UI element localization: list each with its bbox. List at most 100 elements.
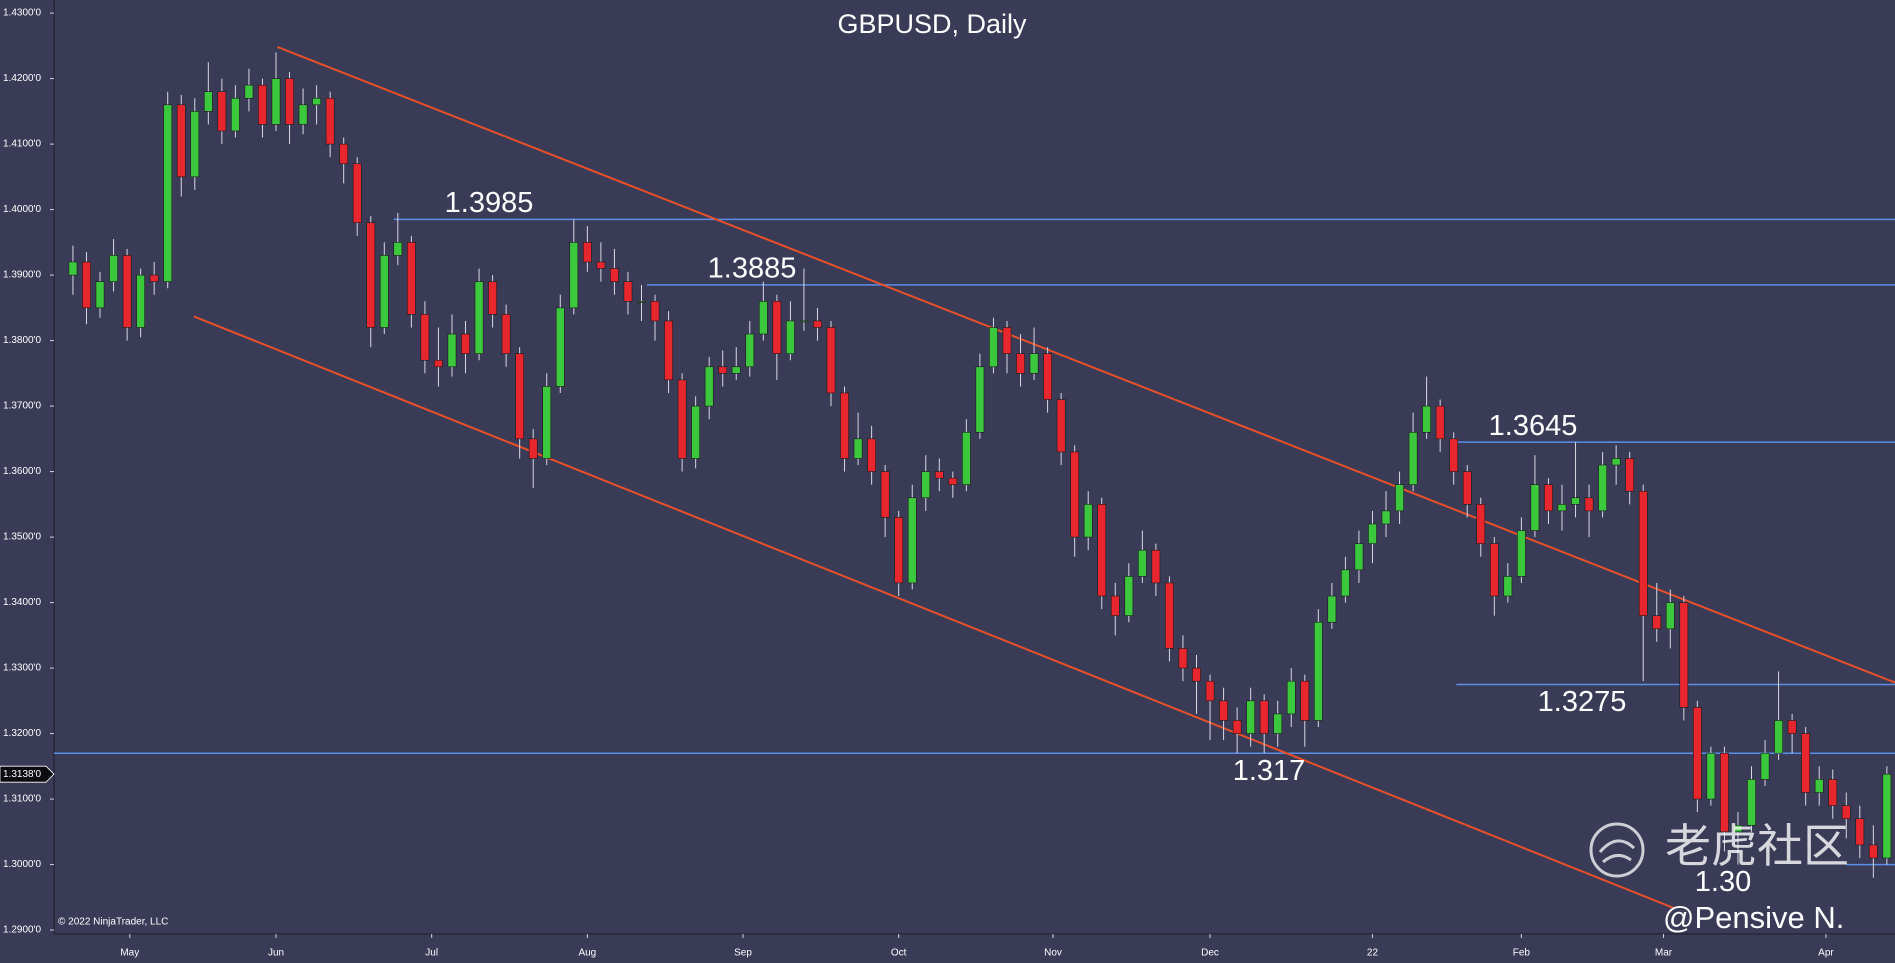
candle-body (285, 78, 294, 125)
candle-body (244, 84, 254, 99)
candle-body (772, 300, 782, 354)
y-tick-label: 1.2900'0 (3, 925, 41, 936)
candle-body (136, 274, 145, 328)
candle-body (217, 91, 227, 132)
trend-line (193, 315, 1675, 910)
candle-body (975, 366, 985, 433)
candle-body (1435, 405, 1445, 440)
candle-body (989, 327, 998, 368)
candle-body (82, 261, 91, 309)
y-tick-label: 1.3000'0 (3, 859, 41, 870)
candle-body (434, 359, 443, 368)
candle-body (1652, 615, 1662, 630)
chart-title: GBPUSD, Daily (837, 9, 1027, 39)
candle-body (312, 97, 321, 106)
y-tick-label: 1.3600'0 (3, 466, 41, 477)
candle-body (1327, 595, 1337, 623)
candle-body (596, 261, 606, 269)
candle-body (176, 104, 186, 178)
x-tick-label: Mar (1655, 948, 1673, 959)
y-tick-label: 1.4200'0 (3, 73, 41, 84)
candle-body (1300, 680, 1310, 721)
candle-body (1232, 720, 1242, 734)
candle-body (163, 104, 173, 282)
candle-body (1855, 818, 1865, 846)
x-tick-label: 22 (1367, 948, 1379, 959)
candle-body (1408, 431, 1418, 485)
candle-body (1273, 713, 1283, 734)
candle-body (786, 320, 795, 354)
y-tick-label: 1.4000'0 (3, 204, 41, 215)
y-tick-label: 1.3500'0 (3, 532, 41, 543)
candle-body (894, 517, 904, 584)
candle-body (840, 392, 849, 459)
candle-body (95, 281, 105, 309)
candle-body (1760, 752, 1770, 780)
candle-body (1124, 576, 1134, 616)
candle-body (488, 281, 497, 315)
candle-body (352, 163, 362, 223)
candle-body (1016, 353, 1025, 374)
candle-body (1557, 504, 1567, 512)
level-label: 1.317 (1233, 755, 1306, 787)
candle-body (582, 242, 592, 263)
candle-body (948, 477, 958, 485)
candle-body (569, 242, 579, 309)
candle-body (1625, 458, 1635, 492)
candle-body (1110, 595, 1120, 616)
candle-body (149, 274, 159, 282)
candle-body (1774, 720, 1783, 754)
candle-body (515, 353, 525, 440)
candle-body (1354, 543, 1364, 571)
candle-body (1814, 779, 1824, 793)
candle-body (1043, 353, 1052, 400)
candle-body (1693, 707, 1702, 800)
candle-body (407, 242, 416, 315)
candle-body (907, 497, 917, 584)
x-tick-label: Nov (1044, 948, 1062, 959)
candle-body (1381, 510, 1391, 525)
candle-body (1137, 549, 1147, 577)
candle-body (1828, 779, 1838, 806)
candle-body (962, 431, 971, 485)
candle-body (122, 255, 132, 328)
candle-body (1787, 720, 1797, 734)
candle-body (664, 320, 673, 381)
candle-body (826, 327, 836, 394)
candle-body (1679, 602, 1689, 708)
x-tick-label: Oct (891, 948, 907, 959)
candle-body (691, 405, 701, 459)
candle-body (258, 84, 267, 125)
plot-area (54, 46, 1895, 910)
x-tick-label: Jun (268, 948, 284, 959)
x-tick-label: Sep (734, 948, 752, 959)
candle-body (1286, 680, 1296, 715)
candle-body (650, 300, 660, 322)
candle-body (528, 438, 538, 459)
y-tick-label: 1.4300'0 (3, 8, 41, 19)
candle-body (1205, 680, 1215, 702)
x-tick-label: Jul (425, 948, 438, 959)
candle-body (542, 386, 552, 459)
candle-body (745, 333, 755, 368)
candle-body (1611, 458, 1621, 466)
candle-body (325, 97, 335, 145)
level-label: 1.3885 (708, 253, 797, 285)
candle-body (1747, 779, 1756, 826)
candle-body (461, 333, 470, 354)
candle-body (474, 281, 484, 354)
candle-body (1476, 504, 1486, 544)
candle-body (190, 111, 200, 178)
level-label: 1.3985 (445, 187, 534, 219)
candle-body (1733, 824, 1743, 833)
candle-body (1422, 405, 1431, 433)
x-tick-label: Dec (1201, 948, 1219, 959)
candle-body (1313, 621, 1323, 721)
candle-body (555, 307, 565, 387)
candle-body (880, 471, 890, 518)
level-label: 1.3645 (1489, 410, 1578, 442)
level-label: 1.30 (1695, 866, 1751, 898)
candle-body (231, 97, 240, 132)
